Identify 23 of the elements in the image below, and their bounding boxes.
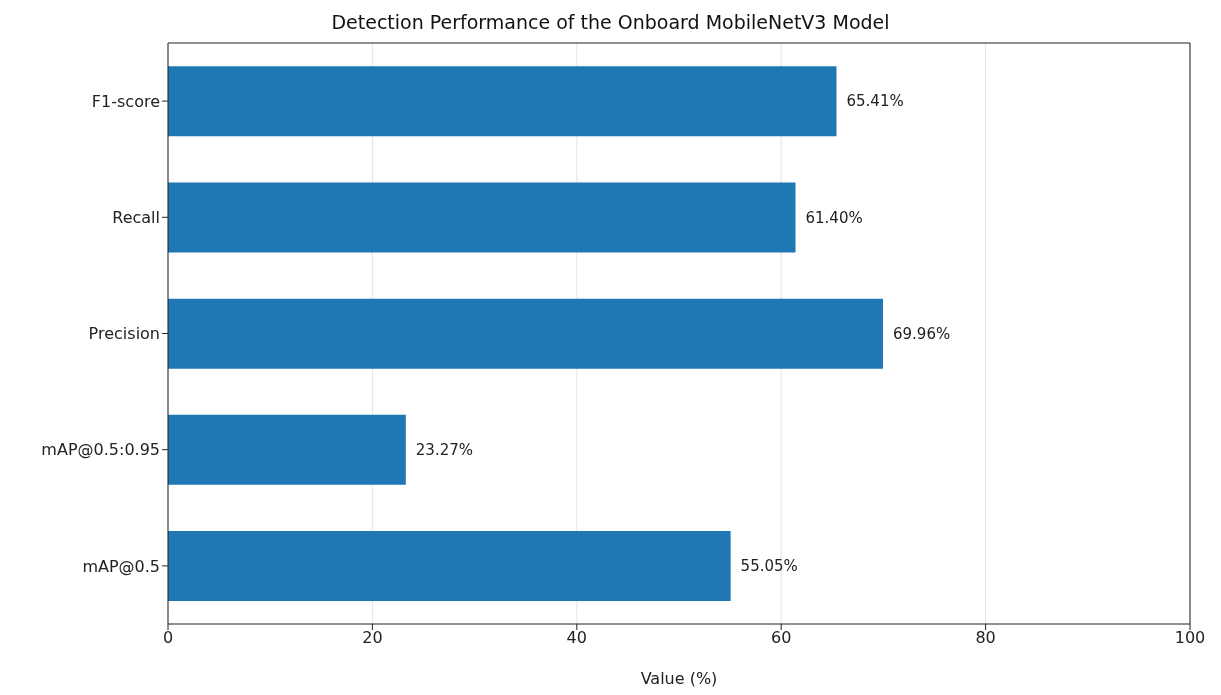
x-tick-label: 80	[975, 628, 996, 648]
data-label: 61.40%	[805, 208, 863, 227]
data-label: 55.05%	[740, 557, 798, 576]
data-label: 69.96%	[892, 324, 951, 343]
data-label: 23.27%	[415, 441, 474, 460]
x-tick-label: 100	[1174, 628, 1206, 648]
bar	[168, 531, 731, 602]
y-tick-label: Recall	[112, 207, 160, 227]
x-axis-title: Value (%)	[640, 669, 718, 688]
bar	[168, 414, 406, 485]
bar	[168, 66, 837, 137]
bar	[168, 298, 883, 369]
data-label: 65.41%	[846, 92, 904, 111]
y-tick-label: mAP@0.5	[82, 556, 160, 576]
chart-title: Detection Performance of the Onboard MobileNetV3 Model	[330, 10, 891, 35]
x-tick-label: 0	[162, 628, 174, 648]
x-tick-label: 40	[566, 628, 587, 648]
y-tick-label: F1-score	[91, 91, 160, 111]
x-tick-label: 20	[362, 628, 383, 648]
bar	[168, 182, 796, 253]
y-tick-label: Precision	[88, 324, 160, 344]
x-tick-label: 60	[771, 628, 792, 648]
y-tick-label: mAP@0.5:0.95	[41, 440, 160, 460]
